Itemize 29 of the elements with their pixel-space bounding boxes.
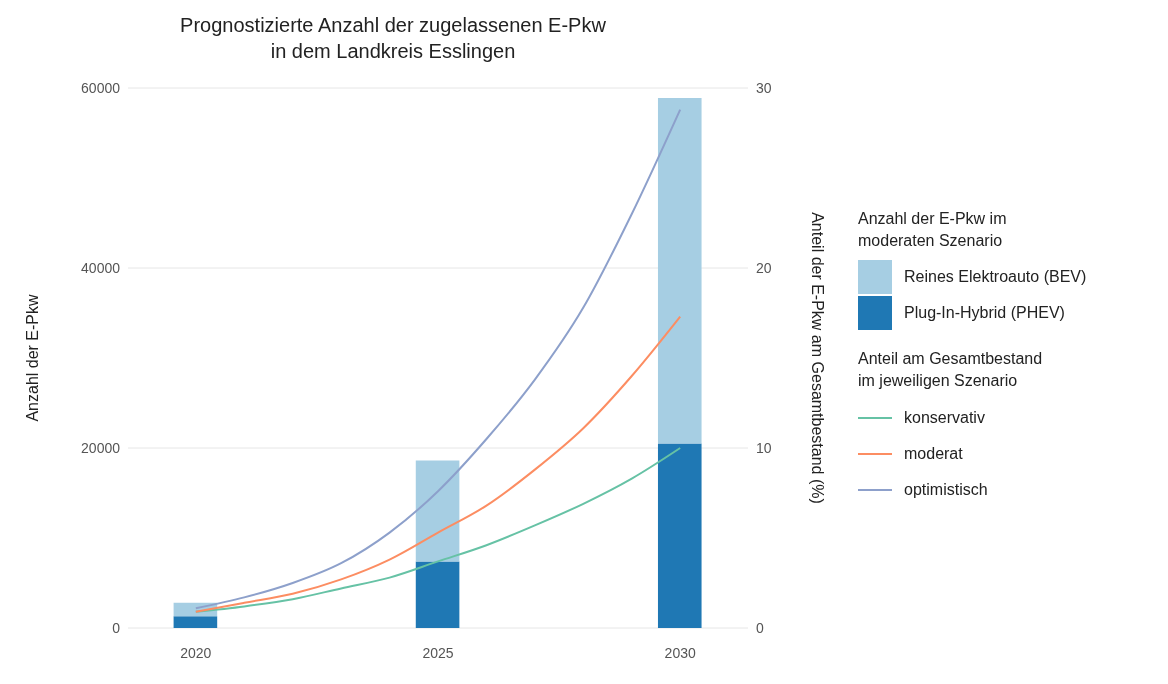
x-tick-label: 2020 bbox=[180, 644, 212, 661]
text: Anteil am Gesamtbestand im jeweiligen Szenario bbox=[858, 349, 1044, 391]
bar bbox=[173, 616, 218, 628]
bar bbox=[657, 443, 702, 628]
bar bbox=[415, 561, 460, 628]
y-axis-title: Anzahl der E-Pkw bbox=[23, 293, 41, 422]
bar bbox=[415, 460, 460, 562]
legend-label: moderat bbox=[903, 444, 964, 464]
bar bbox=[657, 97, 702, 444]
y-tick-label: 60000 bbox=[81, 79, 121, 96]
legend-label: konservativ bbox=[903, 408, 986, 428]
line-series bbox=[194, 315, 682, 613]
x-tick-label: 2030 bbox=[664, 644, 696, 661]
chart-title: Prognostizierte Anzahl der zugelassenen E-Pkw in dem Landkreis Esslingen bbox=[179, 13, 607, 64]
legend-title: Anzahl der E-Pkw im moderaten Szenario bbox=[858, 209, 1008, 251]
y-tick-label: 0 bbox=[112, 619, 121, 636]
y-tick-label: 40000 bbox=[81, 259, 121, 276]
y2-axis-title: Anteil der E-Pkw am Gesamtbestand (%) bbox=[809, 212, 827, 504]
y-tick-label: 20000 bbox=[81, 439, 121, 456]
y2-tick-label: 30 bbox=[756, 79, 772, 96]
x-tick-label: 2025 bbox=[422, 644, 454, 661]
legend-label: Plug-In-Hybrid (PHEV) bbox=[903, 303, 1066, 323]
line-series bbox=[194, 108, 682, 610]
y2-tick-label: 10 bbox=[756, 439, 772, 456]
line-series bbox=[194, 447, 682, 613]
y2-tick-label: 0 bbox=[756, 619, 764, 636]
y2-tick-label: 20 bbox=[756, 259, 772, 276]
legend-label: optimistisch bbox=[903, 480, 989, 500]
legend-label: Reines Elektroauto (BEV) bbox=[903, 267, 1087, 287]
